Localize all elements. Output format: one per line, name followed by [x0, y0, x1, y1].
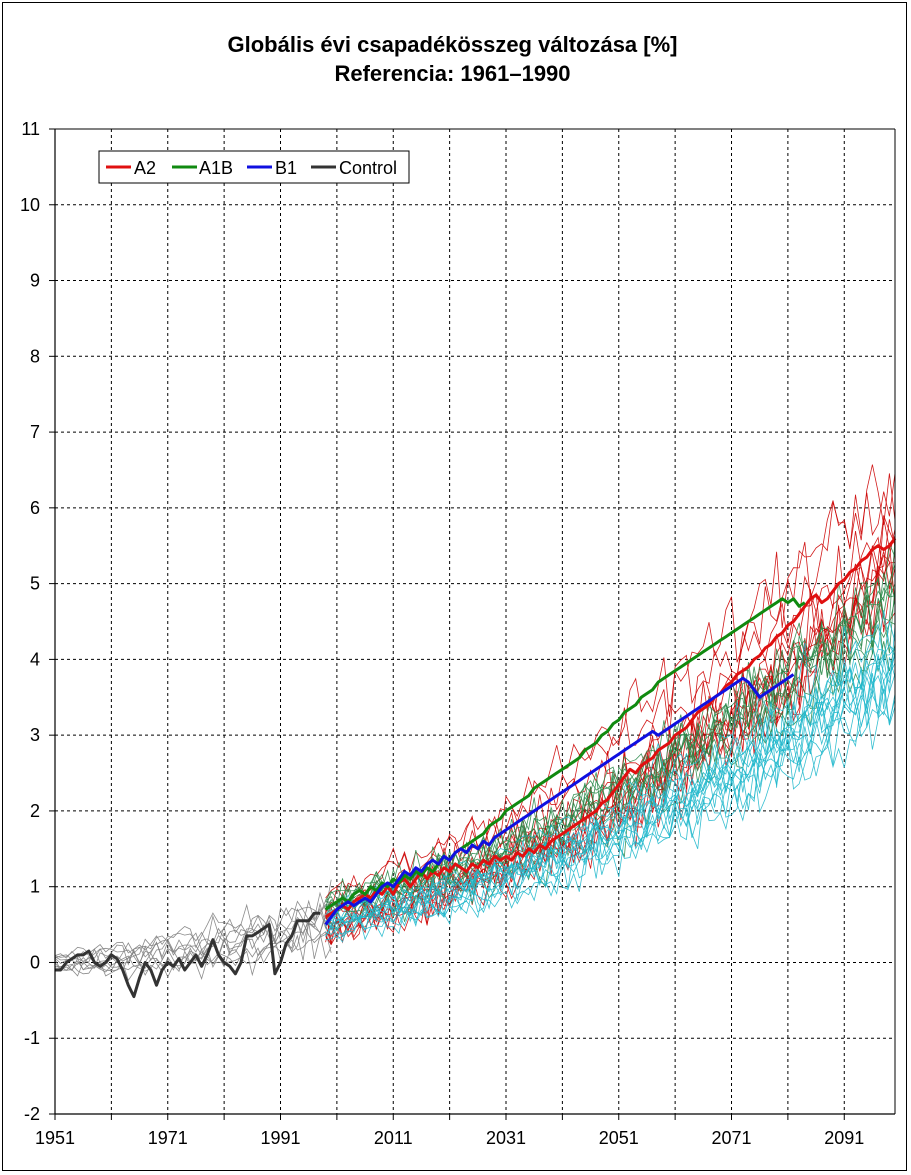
ensemble-line-a2: [325, 473, 896, 899]
x-tick-label: 2071: [711, 1128, 751, 1148]
x-tick-label: 2031: [486, 1128, 526, 1148]
x-tick-label: 1951: [35, 1128, 75, 1148]
ensemble-line-b1: [325, 655, 896, 932]
ensemble-line-a1b: [325, 582, 896, 909]
ensemble-line-control: [54, 911, 332, 971]
legend-label-a1b: A1B: [199, 158, 233, 178]
ensemble-line-a1b: [325, 580, 896, 914]
series-line-b1: [324, 673, 795, 926]
legend-label-control: Control: [339, 158, 397, 178]
plot-background: [55, 129, 895, 1114]
tick-labels: -2 -1 0 1 2 3 4 5 6 7 8 9 10 11 1951 1971 1991 2011 2031 20…: [20, 119, 864, 1148]
y-tick-label: 9: [30, 271, 40, 291]
series-line-a1b: [324, 597, 806, 911]
ensemble-line-a1b: [325, 542, 896, 907]
y-tick-label: 7: [30, 422, 40, 442]
y-tick-label: 0: [30, 952, 40, 972]
series-line-control: [55, 911, 320, 999]
axes: [49, 128, 896, 1120]
y-tick-label: 8: [30, 346, 40, 366]
ensemble-line-b1: [325, 673, 896, 937]
y-tick-label: 4: [30, 649, 40, 669]
ensemble-line-control: [54, 902, 332, 965]
legend-label-b1: B1: [275, 158, 297, 178]
series-line-a2: [324, 537, 897, 919]
ensemble-line-b1: [325, 647, 896, 929]
ensemble-line-b1: [325, 643, 896, 928]
y-tick-label: 2: [30, 801, 40, 821]
y-tick-label: 5: [30, 574, 40, 594]
y-tick-label: 11: [21, 119, 40, 139]
chart-subtitle: Referencia: 1961–1990: [334, 61, 571, 86]
x-tick-label: 2011: [374, 1128, 413, 1148]
y-tick-label: 1: [30, 877, 40, 897]
ensemble-line-b1: [325, 650, 896, 925]
ensemble-line-control: [54, 904, 332, 966]
chart-title: Globális évi csapadékösszeg változása [%…: [227, 32, 678, 57]
y-tick-label: 3: [30, 725, 40, 745]
ensemble-line-b1: [325, 610, 896, 917]
x-tick-label: 2051: [599, 1128, 639, 1148]
y-tick-label: 6: [30, 498, 40, 518]
mean-series: [55, 537, 897, 999]
ensemble-line-control: [54, 921, 332, 975]
chart-title-block: Globális évi csapadékösszeg változása [%…: [0, 30, 905, 88]
x-tick-label: 2091: [824, 1128, 864, 1148]
y-tick-label: -2: [24, 1104, 40, 1124]
x-tick-label: 1991: [260, 1128, 300, 1148]
legend-label-a2: A2: [134, 158, 156, 178]
gridlines: [55, 128, 895, 1114]
legend: A2 A1B B1 Control: [98, 150, 410, 184]
ensemble-line-control: [54, 899, 332, 969]
ensemble-line-b1: [325, 673, 896, 943]
ensemble-line-a2: [325, 518, 896, 913]
y-tick-label: -1: [24, 1028, 40, 1048]
y-tick-label: 10: [20, 195, 40, 215]
plot-area: [55, 129, 895, 1114]
x-tick-label: 1971: [148, 1128, 188, 1148]
ensemble-line-control: [54, 879, 332, 958]
